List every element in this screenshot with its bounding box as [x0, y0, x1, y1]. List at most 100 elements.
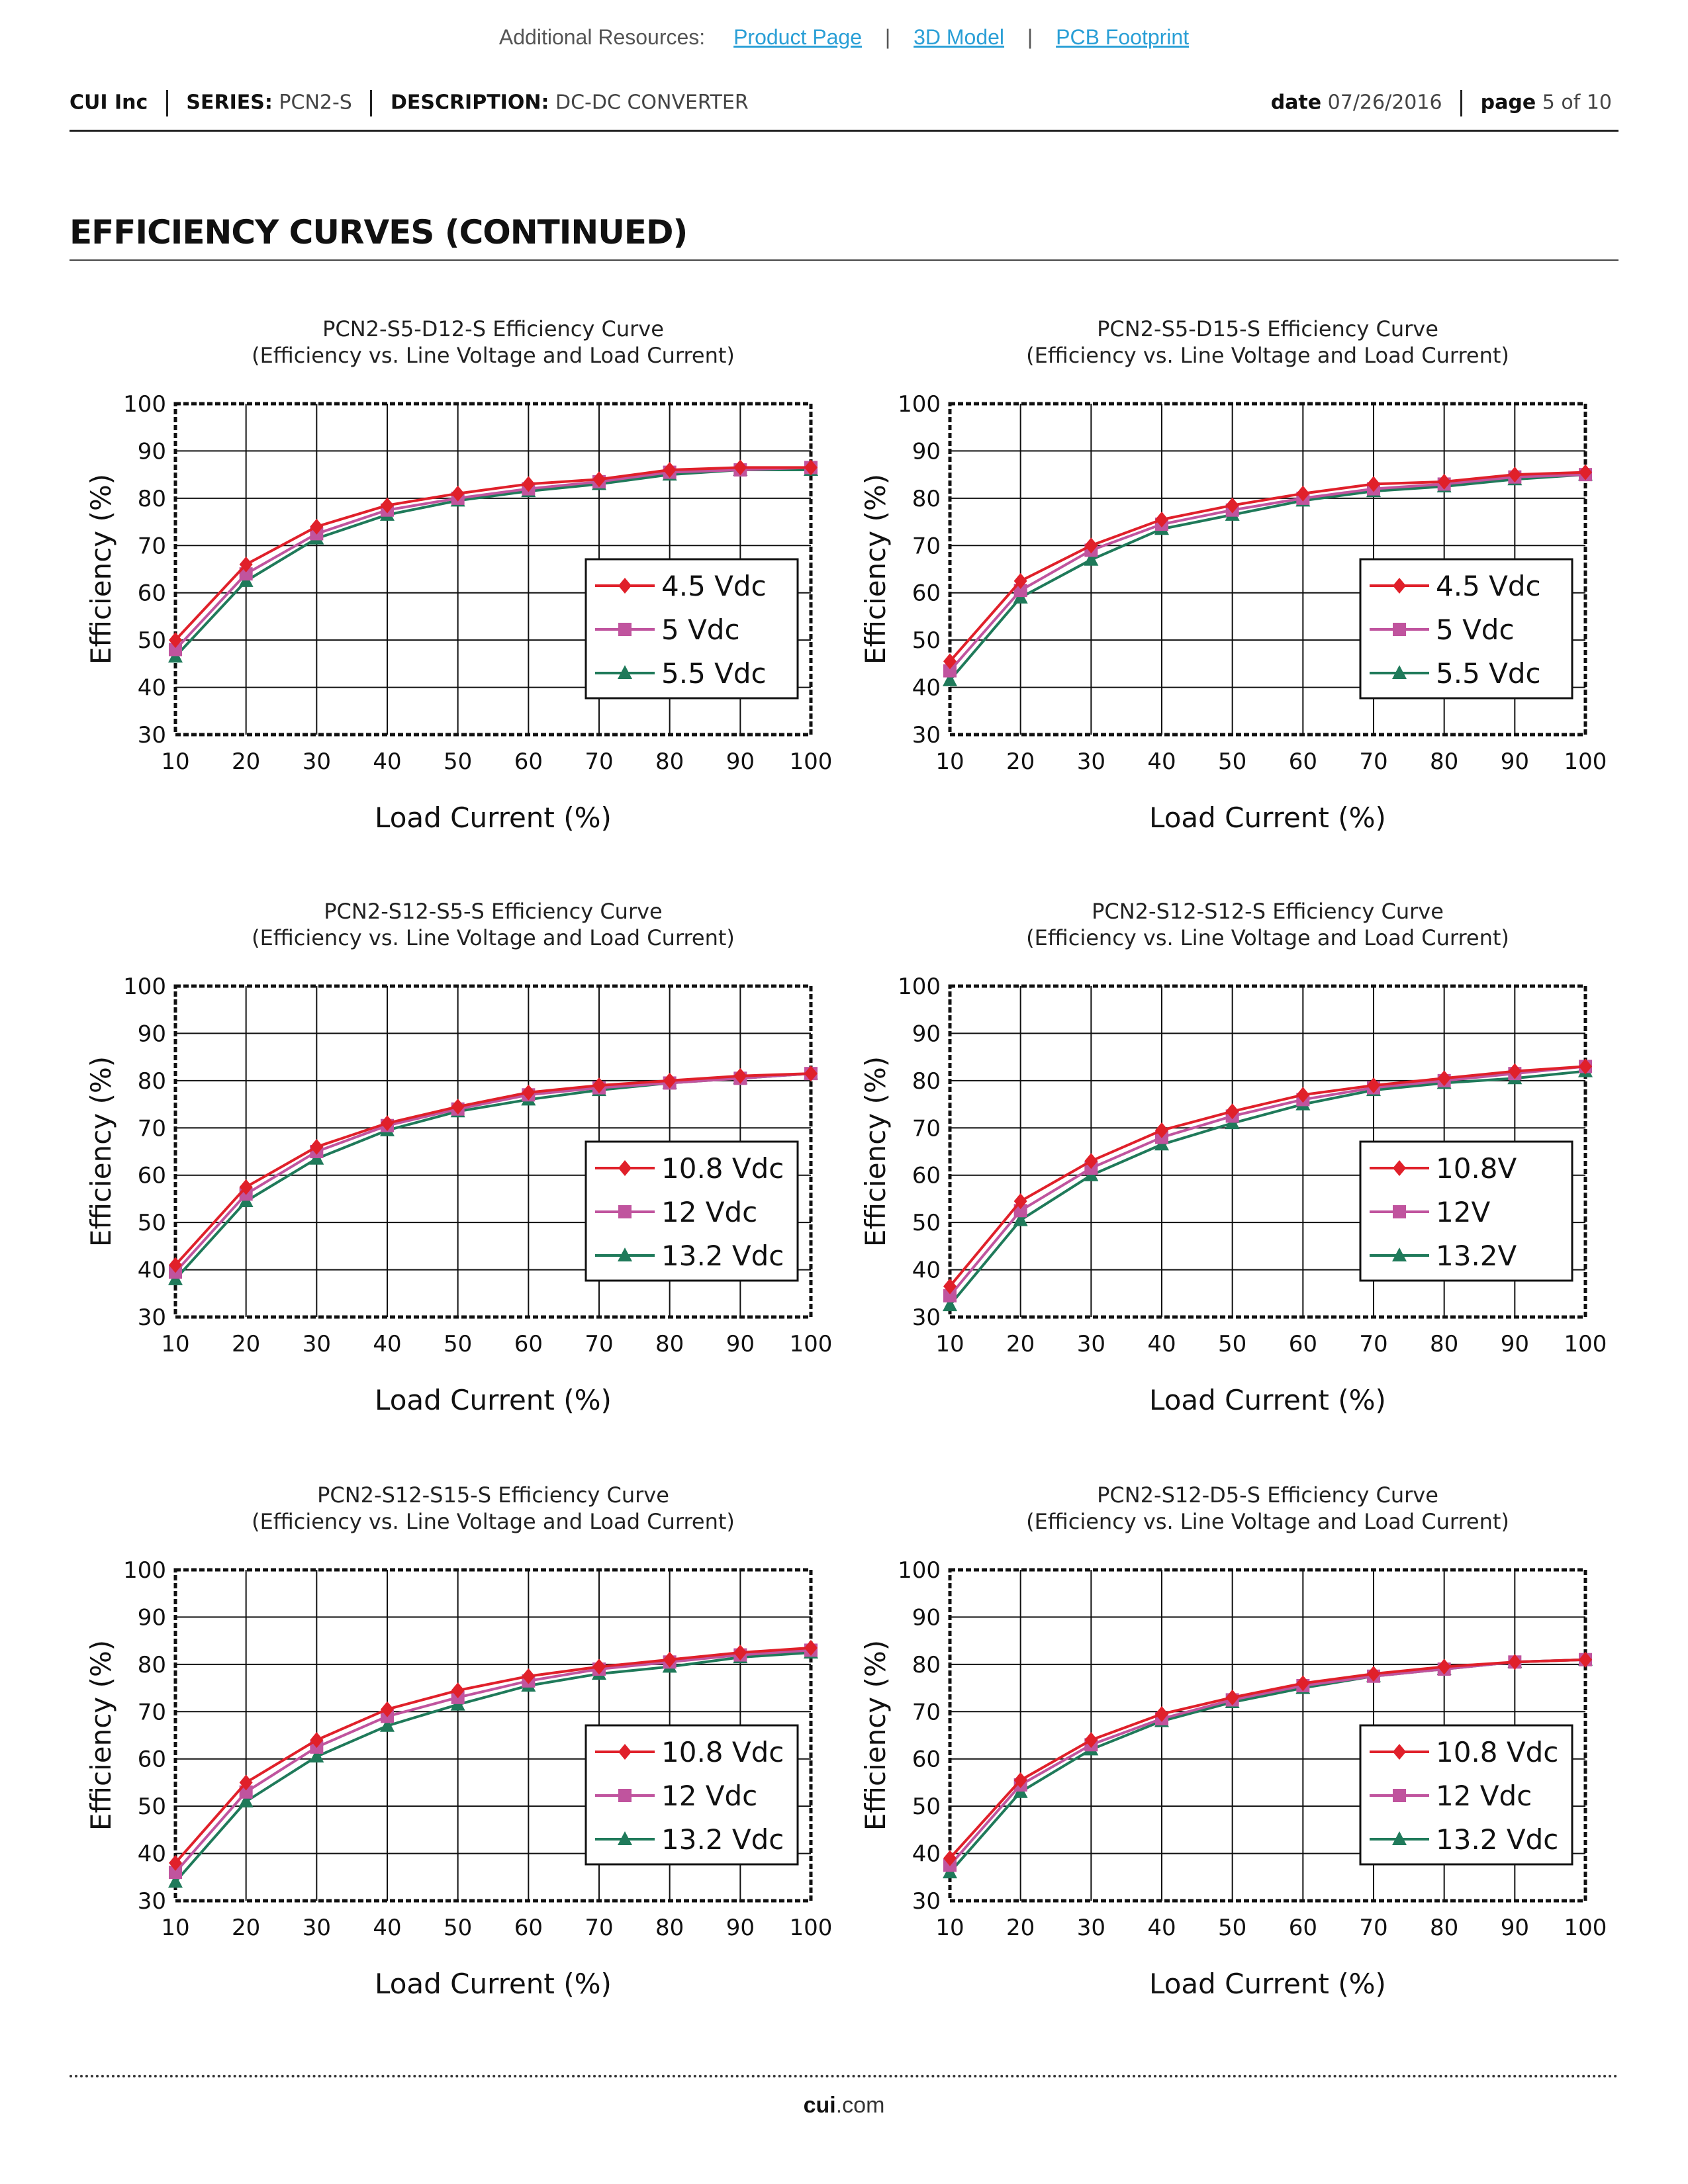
- 3d-model-link[interactable]: 3D Model: [914, 25, 1005, 49]
- x-tick-label: 60: [1289, 749, 1317, 775]
- data-point: [733, 1645, 747, 1661]
- x-tick-label: 30: [303, 749, 331, 775]
- legend-label: 4.5 Vdc: [1436, 570, 1541, 602]
- series-diamond: [943, 1058, 1592, 1295]
- series-line: [174, 1072, 812, 1266]
- x-tick-label: 20: [1006, 749, 1035, 775]
- document-header: CUI Inc SERIES: PCN2-S DESCRIPTION: DC-D…: [70, 87, 1618, 132]
- data-point: [1225, 1689, 1239, 1706]
- x-tick-label: 90: [1501, 1331, 1529, 1357]
- legend-marker: [1393, 623, 1406, 636]
- data-point: [451, 1099, 465, 1115]
- legend-label: 4.5 Vdc: [661, 570, 767, 602]
- y-tick-label: 60: [912, 1747, 941, 1773]
- data-point: [943, 672, 957, 686]
- series-diamond: [169, 459, 818, 649]
- data-point: [1084, 1732, 1098, 1749]
- data-point: [1084, 551, 1099, 566]
- header-divider: [1460, 90, 1463, 116]
- y-tick-label: 40: [912, 675, 941, 702]
- y-tick-label: 60: [138, 1747, 166, 1773]
- legend-marker: [1393, 1160, 1406, 1176]
- chart-title: PCN2-S12-D5-S Efficiency Curve: [1097, 1482, 1438, 1508]
- data-point: [1437, 473, 1451, 490]
- efficiency-chart-s12-s15: PCN2-S12-S15-S Efficiency Curve (Efficien…: [70, 1477, 844, 2007]
- x-tick-label: 40: [373, 1915, 401, 1941]
- x-tick-label: 90: [1501, 749, 1529, 775]
- y-tick-label: 60: [912, 1163, 941, 1189]
- y-tick-label: 50: [138, 1794, 166, 1820]
- y-tick-label: 90: [912, 1604, 941, 1631]
- series-line: [949, 1069, 1586, 1306]
- legend-marker: [618, 623, 632, 636]
- y-tick-label: 50: [138, 1210, 166, 1236]
- legend-label: 13.2V: [1436, 1240, 1517, 1272]
- x-tick-label: 80: [1430, 749, 1458, 775]
- x-tick-label: 40: [1147, 749, 1176, 775]
- series-line: [949, 473, 1586, 682]
- resources-separator: |: [1027, 25, 1033, 49]
- plot-frame: [173, 984, 813, 1319]
- y-tick-label: 80: [138, 486, 166, 512]
- series-line: [949, 471, 1586, 662]
- chart-svg: PCN2-S12-S5-S Efficiency Curve(Efficienc…: [85, 899, 832, 1416]
- y-tick-label: 70: [138, 1115, 166, 1142]
- plot-frame: [948, 1568, 1587, 1903]
- pcb-footprint-link[interactable]: PCB Footprint: [1056, 25, 1190, 49]
- data-point: [1579, 1651, 1592, 1668]
- series-label: SERIES:: [186, 91, 273, 114]
- series-line: [174, 1649, 812, 1874]
- y-tick-label: 90: [138, 1021, 166, 1047]
- x-tick-label: 60: [1289, 1331, 1317, 1357]
- data-point: [1084, 1153, 1098, 1169]
- x-axis-label: Load Current (%): [1149, 1968, 1386, 2000]
- data-point: [1579, 464, 1592, 480]
- x-tick-label: 100: [790, 1915, 833, 1941]
- chart-svg: PCN2-S12-S12-S Efficiency Curve(Efficien…: [859, 899, 1607, 1416]
- data-point: [1437, 1070, 1451, 1087]
- data-point: [239, 556, 253, 572]
- y-tick-label: 60: [138, 580, 166, 607]
- series-line: [174, 1646, 812, 1864]
- x-tick-label: 90: [726, 749, 755, 775]
- legend-marker: [1393, 1744, 1406, 1760]
- plot-frame: [173, 1568, 813, 1903]
- plot-frame: [948, 984, 1587, 1319]
- footer-brand[interactable]: cui: [803, 2093, 836, 2118]
- header-left: CUI Inc SERIES: PCN2-S DESCRIPTION: DC-D…: [70, 90, 749, 116]
- legend-marker: [618, 1160, 632, 1176]
- x-tick-label: 40: [1147, 1915, 1176, 1941]
- data-point: [1225, 497, 1239, 514]
- data-point: [1437, 1659, 1451, 1675]
- x-tick-label: 20: [232, 749, 260, 775]
- x-tick-label: 10: [935, 1915, 964, 1941]
- data-point: [239, 1179, 253, 1195]
- x-tick-label: 30: [303, 1915, 331, 1941]
- y-tick-label: 80: [912, 1652, 941, 1678]
- chart-title: PCN2-S12-S15-S Efficiency Curve: [317, 1482, 669, 1508]
- x-axis-label: Load Current (%): [375, 1968, 612, 2000]
- y-tick-label: 80: [138, 1652, 166, 1678]
- data-point: [380, 1717, 395, 1732]
- x-tick-label: 20: [232, 1915, 260, 1941]
- product-page-link[interactable]: Product Page: [733, 25, 862, 49]
- legend-label: 10.8 Vdc: [661, 1736, 784, 1768]
- x-tick-label: 50: [1218, 749, 1246, 775]
- x-tick-label: 30: [1077, 1331, 1105, 1357]
- chart-subtitle: (Efficiency vs. Line Voltage and Load Cu…: [1026, 925, 1509, 950]
- x-tick-label: 20: [1006, 1331, 1035, 1357]
- x-tick-label: 60: [514, 749, 543, 775]
- x-tick-label: 80: [655, 1915, 684, 1941]
- y-tick-label: 90: [138, 438, 166, 465]
- data-point: [309, 1749, 324, 1763]
- data-point: [239, 1785, 253, 1799]
- y-tick-label: 70: [912, 1115, 941, 1142]
- y-tick-label: 30: [138, 1304, 166, 1331]
- data-point: [663, 1651, 677, 1668]
- y-tick-label: 70: [912, 1699, 941, 1725]
- footer-divider: [70, 2075, 1618, 2077]
- chart-subtitle: (Efficiency vs. Line Voltage and Load Cu…: [1026, 343, 1509, 368]
- chart-subtitle: (Efficiency vs. Line Voltage and Load Cu…: [252, 1509, 735, 1534]
- page-value: 5 of 10: [1542, 91, 1612, 114]
- series-line: [949, 1065, 1586, 1297]
